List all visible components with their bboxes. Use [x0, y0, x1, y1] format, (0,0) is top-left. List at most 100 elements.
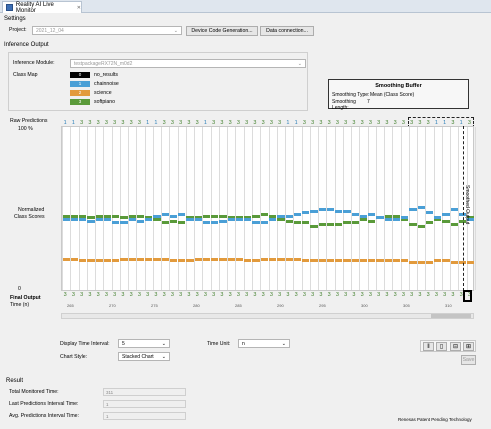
grid-line [458, 127, 460, 290]
grid-line [384, 127, 386, 290]
raw-prediction-cell: 1 [434, 120, 438, 126]
final-output-cell: 3 [96, 292, 100, 298]
chainnoise-score-mark [235, 217, 244, 221]
grid-line [111, 127, 113, 290]
final-output-cell: 3 [170, 292, 174, 298]
final-output-cell: 3 [162, 292, 166, 298]
chainnoise-score-mark [70, 217, 78, 221]
chainnoise-score-mark [277, 214, 285, 218]
raw-prediction-cell: 3 [96, 120, 100, 126]
raw-prediction-cell: 3 [104, 120, 108, 126]
softpiano-score-mark [186, 216, 194, 220]
raw-prediction-cell: 3 [410, 120, 414, 126]
time-unit-label: Time Unit: [207, 341, 231, 347]
science-score-mark [95, 259, 103, 263]
result-section-label: Result [6, 378, 24, 384]
scrollbar-thumb[interactable] [431, 314, 471, 318]
chainnoise-score-mark [450, 208, 458, 211]
hundred-percent-label: 100 % [18, 126, 33, 132]
science-score-mark [269, 257, 277, 261]
softpiano-score-mark [112, 214, 120, 218]
inference-module-value: testpackageRX72N_m0d2 [74, 61, 133, 67]
grid-line [86, 127, 88, 290]
close-icon[interactable]: ✕ [76, 4, 81, 11]
tab-live-monitor[interactable]: Reality AI Live Monitor ✕ [2, 1, 82, 14]
science-score-mark [467, 260, 475, 264]
chainnoise-score-mark [211, 221, 219, 225]
chainnoise-score-mark [161, 212, 169, 216]
class-map-item: 2 science [70, 88, 119, 97]
raw-prediction-cell: 3 [179, 120, 183, 126]
chainnoise-score-mark [95, 217, 103, 221]
pause-icon[interactable]: ‖ [423, 342, 434, 351]
science-score-mark [343, 259, 351, 263]
x-tick-label: 270 [109, 303, 116, 308]
softpiano-score-mark [368, 219, 376, 223]
raw-prediction-cell: 3 [278, 120, 282, 126]
raw-prediction-cell: 3 [451, 120, 455, 126]
science-score-mark [136, 257, 145, 261]
y-axis-label-1: Normalized [18, 207, 45, 213]
chart-style-label: Chart Style: [60, 354, 88, 360]
raw-prediction-cell: 3 [344, 120, 348, 126]
softpiano-score-mark [169, 219, 178, 223]
science-score-mark [384, 259, 392, 263]
chainnoise-score-mark [153, 214, 161, 218]
science-score-mark [235, 257, 244, 261]
smoothing-length-value: 7 [367, 99, 370, 105]
step-icon[interactable]: ▯ [436, 342, 447, 351]
fit-icon[interactable]: ⊟ [450, 342, 461, 351]
data-connection-button[interactable]: Data connection... [260, 26, 314, 36]
save-button[interactable]: Save [461, 355, 476, 365]
science-score-mark [178, 259, 186, 263]
science-score-mark [442, 259, 450, 263]
final-output-cell: 3 [286, 292, 290, 298]
science-score-mark [227, 257, 235, 261]
softpiano-score-mark [103, 214, 112, 218]
softpiano-score-mark [326, 222, 335, 226]
time-unit-select[interactable]: n ⌄ [238, 339, 290, 348]
softpiano-score-mark [409, 222, 417, 226]
expand-icon[interactable]: ⊞ [463, 342, 474, 351]
chainnoise-score-mark [318, 208, 326, 211]
smoothing-type-value: Mean (Class Score) [370, 92, 415, 98]
chevron-down-icon: ⌄ [281, 341, 286, 347]
grid-line [301, 127, 303, 290]
science-score-mark [434, 259, 442, 263]
project-select[interactable]: 2021_12_04 ⌄ [32, 26, 182, 35]
raw-prediction-cell: 3 [129, 120, 133, 126]
softpiano-score-mark [79, 214, 87, 218]
final-output-cell: 3 [269, 292, 273, 298]
class-score-chart [61, 126, 476, 291]
final-output-cell: 3 [418, 292, 422, 298]
inference-module-select[interactable]: testpackageRX72N_m0d2 ⌄ [70, 59, 306, 68]
softpiano-score-mark [417, 224, 425, 228]
chainnoise-score-mark [343, 209, 351, 213]
chart-scrollbar[interactable] [61, 313, 474, 319]
grid-line [309, 127, 311, 290]
raw-prediction-cell: 3 [319, 120, 323, 126]
class-name: science [94, 89, 112, 96]
science-score-mark [79, 259, 87, 263]
smoothing-window-column [463, 126, 474, 291]
class-name: chainnoise [94, 80, 119, 87]
final-output-cell: 3 [253, 292, 257, 298]
chainnoise-score-mark [128, 217, 136, 221]
grid-line [103, 127, 105, 290]
science-score-mark [260, 257, 268, 261]
science-score-mark [87, 259, 95, 263]
x-tick-label: 310 [445, 303, 452, 308]
final-output-cell: 3 [212, 292, 216, 298]
final-output-cell: 3 [294, 292, 298, 298]
science-score-mark [219, 257, 227, 261]
device-code-button[interactable]: Device Code Generation... [186, 26, 258, 36]
science-score-mark [186, 259, 194, 263]
display-interval-select[interactable]: 5 ⌄ [118, 339, 170, 348]
raw-prediction-cell: 1 [286, 120, 290, 126]
final-output-cell: 3 [377, 292, 381, 298]
final-output-cell: 3 [236, 292, 240, 298]
chart-style-select[interactable]: Stacked Chart ⌄ [118, 352, 170, 361]
grid-line [177, 127, 179, 290]
science-score-mark [277, 257, 285, 261]
